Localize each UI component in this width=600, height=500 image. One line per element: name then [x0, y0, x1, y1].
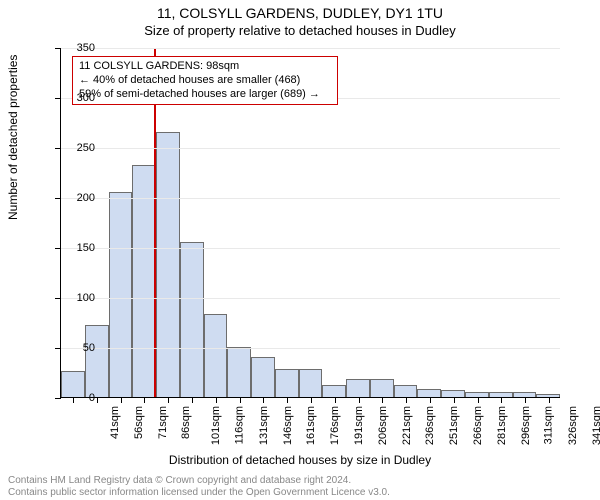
x-tick — [311, 397, 312, 403]
histogram-bar — [132, 165, 156, 397]
x-tick — [263, 397, 264, 403]
annotation-line: ← 40% of detached houses are smaller (46… — [79, 74, 331, 88]
histogram-bar — [370, 379, 394, 397]
histogram-bar — [417, 389, 441, 397]
histogram-bar — [204, 314, 228, 397]
chart-subtitle: Size of property relative to detached ho… — [0, 21, 600, 38]
x-tick-label: 176sqm — [329, 406, 341, 445]
y-tick-label: 100 — [55, 292, 95, 304]
y-tick-label: 150 — [55, 242, 95, 254]
x-tick-label: 56sqm — [133, 406, 145, 439]
annotation-line: 59% of semi-detached houses are larger (… — [79, 88, 331, 102]
x-tick-label: 221sqm — [401, 406, 413, 445]
histogram-bar — [156, 132, 180, 397]
histogram-bar — [227, 347, 251, 397]
x-tick-label: 236sqm — [425, 406, 437, 445]
x-tick-label: 131sqm — [258, 406, 270, 445]
x-tick — [192, 397, 193, 403]
x-tick-label: 296sqm — [520, 406, 532, 445]
x-tick-label: 71sqm — [157, 406, 169, 439]
footer-attribution: Contains HM Land Registry data © Crown c… — [8, 475, 390, 498]
x-tick — [501, 397, 502, 403]
histogram-bar — [85, 325, 109, 397]
histogram-bar — [346, 379, 370, 397]
x-tick-label: 326sqm — [567, 406, 579, 445]
x-tick-label: 41sqm — [109, 406, 121, 439]
chart-title: 11, COLSYLL GARDENS, DUDLEY, DY1 1TU — [0, 0, 600, 21]
annotation-box: 11 COLSYLL GARDENS: 98sqm ← 40% of detac… — [72, 56, 338, 105]
x-tick-label: 116sqm — [233, 406, 245, 444]
x-tick — [240, 397, 241, 403]
gridline — [61, 348, 560, 349]
x-tick — [216, 397, 217, 403]
y-tick-label: 0 — [55, 392, 95, 404]
x-tick — [97, 397, 98, 403]
histogram-bar — [180, 242, 204, 397]
y-axis-title: Number of detached properties — [6, 55, 20, 220]
y-tick-label: 250 — [55, 142, 95, 154]
x-tick-label: 311sqm — [543, 406, 555, 444]
histogram-bar — [251, 357, 275, 397]
x-tick — [454, 397, 455, 403]
gridline — [61, 298, 560, 299]
y-tick-label: 200 — [55, 192, 95, 204]
x-tick-label: 251sqm — [448, 406, 460, 445]
footer-line: Contains public sector information licen… — [8, 487, 390, 499]
x-tick — [525, 397, 526, 403]
gridline — [61, 148, 560, 149]
footer-line: Contains HM Land Registry data © Crown c… — [8, 475, 390, 487]
x-tick-label: 341sqm — [591, 406, 600, 445]
y-tick-label: 50 — [55, 342, 95, 354]
x-tick-label: 86sqm — [180, 406, 192, 439]
y-tick-label: 350 — [55, 42, 95, 54]
histogram-bar — [299, 369, 323, 397]
gridline — [61, 198, 560, 199]
chart-container: { "title": "11, COLSYLL GARDENS, DUDLEY,… — [0, 0, 600, 500]
gridline — [61, 248, 560, 249]
x-tick — [406, 397, 407, 403]
x-tick-label: 101sqm — [210, 406, 222, 445]
x-tick — [144, 397, 145, 403]
x-tick — [335, 397, 336, 403]
x-tick-label: 146sqm — [282, 406, 294, 445]
x-tick-label: 281sqm — [496, 406, 508, 445]
x-tick-label: 206sqm — [377, 406, 389, 445]
x-tick — [287, 397, 288, 403]
histogram-bar — [394, 385, 418, 397]
x-tick — [549, 397, 550, 403]
x-tick — [430, 397, 431, 403]
x-tick — [121, 397, 122, 403]
x-tick — [359, 397, 360, 403]
x-tick-label: 161sqm — [306, 406, 318, 445]
x-tick — [168, 397, 169, 403]
x-tick — [478, 397, 479, 403]
x-tick-label: 266sqm — [472, 406, 484, 445]
gridline — [61, 48, 560, 49]
histogram-bar — [109, 192, 133, 397]
annotation-line: 11 COLSYLL GARDENS: 98sqm — [79, 60, 331, 74]
histogram-bar — [322, 385, 346, 397]
y-tick-label: 300 — [55, 92, 95, 104]
histogram-bar — [441, 390, 465, 397]
x-axis-title: Distribution of detached houses by size … — [0, 453, 600, 467]
histogram-bar — [275, 369, 299, 397]
x-tick — [382, 397, 383, 403]
x-tick-label: 191sqm — [353, 406, 365, 445]
